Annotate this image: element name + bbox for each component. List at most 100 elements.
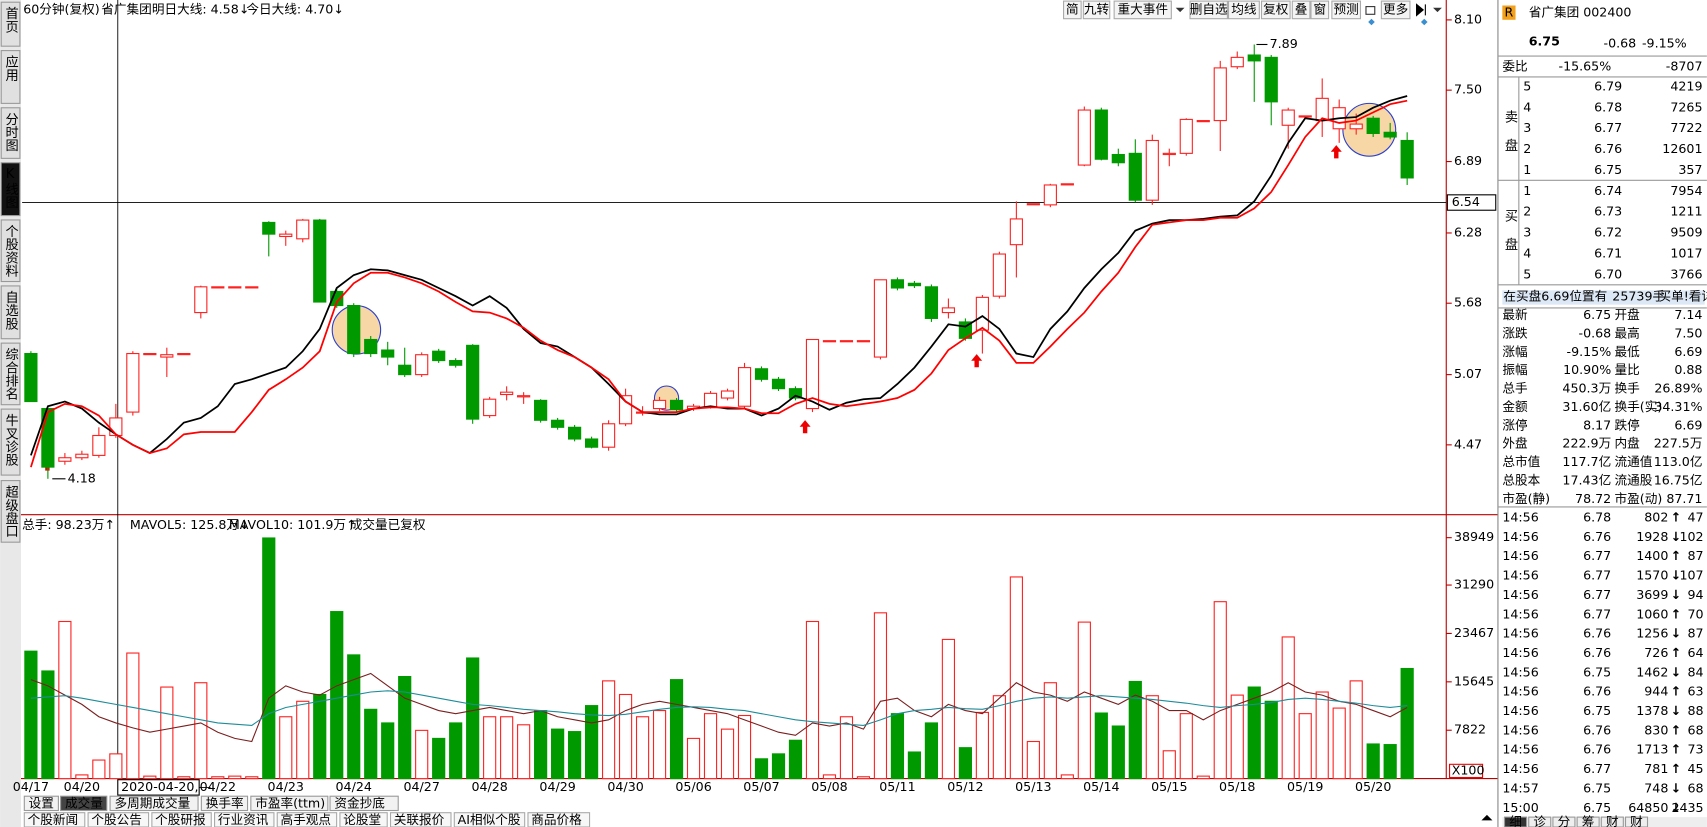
sidebar-tab[interactable] bbox=[0, 50, 21, 104]
candle-body bbox=[568, 426, 582, 440]
book-volume: 357 bbox=[1678, 162, 1702, 177]
tab-label[interactable]: 市盈率(ttm) bbox=[255, 795, 325, 810]
toolbar-label[interactable]: 窗 bbox=[1313, 1, 1326, 16]
volume-bar bbox=[601, 680, 616, 780]
toolbar-button[interactable] bbox=[1227, 0, 1260, 20]
panel-tab-label[interactable]: 财 bbox=[1630, 814, 1643, 827]
toolbar-button[interactable] bbox=[1082, 0, 1111, 20]
notice-text[interactable]: 买单!看详细 bbox=[1659, 288, 1707, 303]
sidebar-label[interactable]: 首页 bbox=[3, 6, 19, 33]
sidebar-label[interactable]: 牛叉诊股 bbox=[3, 413, 19, 468]
toolbar-button[interactable] bbox=[1260, 0, 1291, 20]
sidebar-tab[interactable] bbox=[0, 1, 21, 47]
toolbar-button[interactable] bbox=[1113, 0, 1172, 20]
tab-label[interactable]: AI相似个股 bbox=[458, 812, 521, 827]
trade-side: ↑ bbox=[1671, 606, 1682, 621]
stat-value: 117.7亿 bbox=[1562, 454, 1611, 469]
scroll-icon[interactable] bbox=[1481, 814, 1493, 821]
toolbar-button[interactable] bbox=[1062, 0, 1082, 20]
toolbar-label[interactable]: 删自选 bbox=[1190, 1, 1228, 16]
candle-body bbox=[109, 417, 123, 437]
panel-tab-label[interactable]: 诊 bbox=[1533, 814, 1546, 827]
tab-label[interactable]: 多周期成交量 bbox=[114, 795, 190, 810]
toolbar-label[interactable]: 九转 bbox=[1084, 1, 1110, 16]
tab-label[interactable]: 高手观点 bbox=[281, 812, 332, 827]
sidebar-tab[interactable] bbox=[0, 342, 21, 406]
toolbar-button[interactable] bbox=[1291, 0, 1311, 20]
sidebar-tab[interactable] bbox=[0, 162, 21, 217]
stat-label: 振幅 bbox=[1502, 362, 1527, 377]
panel-tab-label[interactable]: 分 bbox=[1558, 814, 1571, 827]
volume-bar bbox=[245, 776, 259, 780]
tab[interactable] bbox=[109, 795, 199, 812]
book-price: 6.75 bbox=[1594, 162, 1622, 177]
sidebar-label[interactable]: 应用 bbox=[3, 55, 19, 83]
panel-tab-label[interactable]: 财 bbox=[1606, 814, 1619, 827]
cursor-price-box bbox=[1446, 194, 1497, 211]
trade-side: ↓ bbox=[1671, 529, 1682, 544]
tab-label[interactable]: 成交量 bbox=[65, 795, 103, 810]
toolbar-label[interactable]: 预测 bbox=[1334, 1, 1359, 16]
book-volume: 1017 bbox=[1670, 246, 1702, 261]
volume-bar bbox=[1383, 744, 1397, 780]
sidebar-label[interactable]: 分时图 bbox=[3, 112, 19, 152]
tab-label[interactable]: 个股研报 bbox=[155, 812, 206, 827]
lock-icon[interactable] bbox=[1365, 6, 1376, 15]
toolbar-label[interactable]: 复权 bbox=[1263, 1, 1289, 16]
tab[interactable] bbox=[250, 795, 329, 812]
toolbar-label[interactable]: 更多 bbox=[1383, 1, 1408, 16]
trade-volume: 1256 bbox=[1636, 626, 1668, 641]
sidebar-label[interactable]: 综合排名 bbox=[3, 347, 19, 401]
tab-label[interactable]: 个股新闻 bbox=[28, 812, 79, 827]
toolbar-button[interactable] bbox=[1331, 0, 1362, 20]
candle-body bbox=[1094, 109, 1108, 160]
trade-side: ↓ bbox=[1671, 626, 1682, 641]
stat-label: 外盘 bbox=[1502, 436, 1528, 451]
tab[interactable] bbox=[23, 795, 59, 812]
toolbar-button[interactable] bbox=[1380, 0, 1411, 20]
nav-icon[interactable] bbox=[1416, 3, 1426, 17]
panel-tab-label[interactable]: 细 bbox=[1509, 814, 1522, 827]
sidebar-label[interactable]: 自选股 bbox=[3, 290, 19, 331]
tab[interactable] bbox=[200, 795, 249, 812]
volume-bar bbox=[364, 708, 378, 780]
tab-label[interactable]: 个股公告 bbox=[91, 812, 141, 827]
sidebar-label[interactable]: 超级盘口 bbox=[3, 485, 19, 539]
volume-bar bbox=[143, 775, 157, 780]
toolbar-button[interactable] bbox=[1310, 0, 1330, 20]
candle-body bbox=[347, 304, 361, 355]
sidebar-label[interactable]: K线图 bbox=[3, 167, 19, 209]
sidebar-tab[interactable] bbox=[0, 219, 21, 283]
volume-bar bbox=[907, 751, 922, 780]
sidebar-tab[interactable] bbox=[0, 480, 21, 543]
sidebar-tab[interactable] bbox=[0, 408, 21, 476]
book-price: 6.71 bbox=[1594, 246, 1622, 261]
volume-bar bbox=[1162, 750, 1176, 780]
trade-volume: 1462 bbox=[1636, 664, 1668, 679]
tab-label[interactable]: 设置 bbox=[29, 795, 54, 810]
tab-label[interactable]: 换手率 bbox=[206, 795, 244, 810]
sidebar-label[interactable]: 个股资料 bbox=[3, 224, 19, 278]
dropdown-icon[interactable] bbox=[1433, 7, 1442, 13]
tab-label[interactable]: 论股堂 bbox=[343, 812, 381, 827]
book-volume: 9509 bbox=[1670, 225, 1702, 240]
toolbar-label[interactable]: 均线 bbox=[1231, 1, 1257, 16]
x-tick-label: 05/13 bbox=[1015, 779, 1051, 794]
y-tick-label: 7822 bbox=[1454, 722, 1486, 737]
volume-bar bbox=[313, 693, 327, 780]
toolbar-label[interactable]: 重大事件 bbox=[1117, 1, 1168, 16]
tab-label[interactable]: 行业资讯 bbox=[218, 812, 269, 827]
toolbar-label[interactable]: 叠 bbox=[1295, 1, 1308, 16]
toolbar-label[interactable]: 简 bbox=[1066, 1, 1079, 16]
tab[interactable] bbox=[60, 795, 108, 812]
y-tick-label: 6.89 bbox=[1454, 153, 1482, 168]
tab[interactable] bbox=[329, 795, 399, 812]
tab-label[interactable]: 资金抄底 bbox=[334, 795, 385, 810]
sidebar-tab[interactable] bbox=[0, 285, 21, 340]
tab-label[interactable]: 商品价格 bbox=[531, 812, 582, 827]
tab-label[interactable]: 关联报价 bbox=[394, 812, 445, 827]
sidebar-tab[interactable] bbox=[0, 107, 21, 159]
panel-tab-label[interactable]: 筹 bbox=[1582, 814, 1595, 827]
dropdown-icon[interactable] bbox=[1175, 7, 1185, 13]
toolbar-button[interactable] bbox=[1189, 0, 1228, 20]
